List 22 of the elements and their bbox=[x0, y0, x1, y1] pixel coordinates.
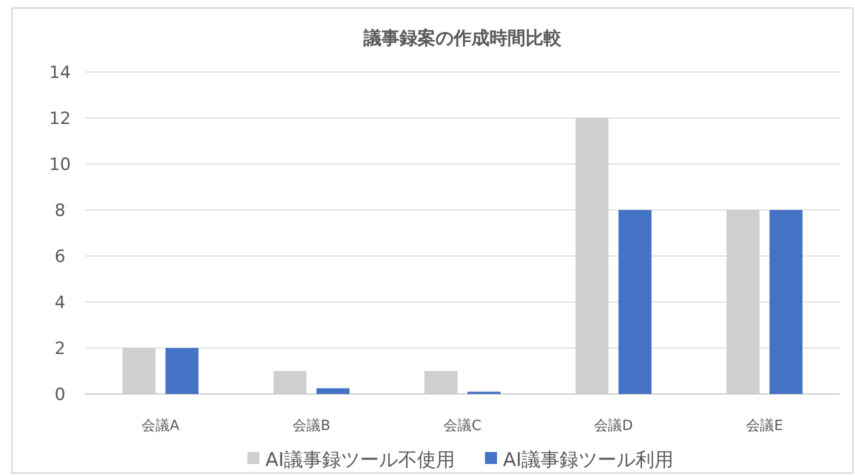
y-tick-label: 0 bbox=[54, 385, 66, 405]
y-tick-label: 10 bbox=[49, 155, 71, 175]
x-tick-label: 会議A bbox=[142, 418, 180, 434]
chart-title: 議事録案の作成時間比較 bbox=[362, 28, 562, 49]
bar bbox=[166, 348, 198, 394]
bar bbox=[316, 388, 350, 394]
legend-label: AI議事録ツール利用 bbox=[503, 449, 674, 471]
bar bbox=[424, 371, 458, 394]
y-tick-label: 12 bbox=[49, 109, 71, 129]
x-tick-label: 会議B bbox=[292, 418, 330, 434]
x-tick-label: 会議E bbox=[746, 418, 783, 434]
y-tick-label: 6 bbox=[54, 247, 66, 267]
bar bbox=[770, 210, 802, 394]
x-tick-label: 会議C bbox=[444, 418, 482, 434]
y-tick-label: 14 bbox=[49, 63, 71, 83]
bar bbox=[274, 371, 306, 394]
y-tick-label: 2 bbox=[54, 339, 66, 359]
y-tick-label: 8 bbox=[54, 201, 66, 221]
x-tick-label: 会議D bbox=[594, 418, 633, 434]
bar bbox=[618, 210, 652, 394]
legend-label: AI議事録ツール不使用 bbox=[265, 449, 455, 471]
y-tick-label: 4 bbox=[54, 293, 66, 313]
